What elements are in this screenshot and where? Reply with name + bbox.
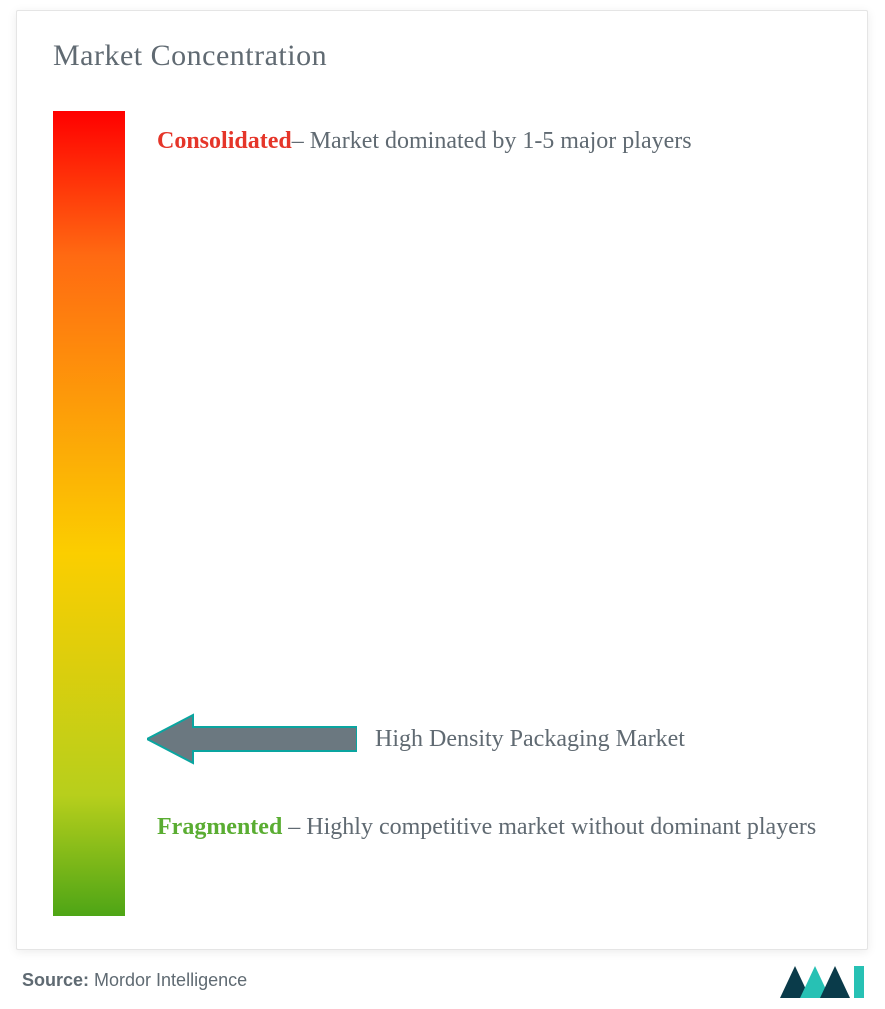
consolidated-keyword: Consolidated xyxy=(157,128,292,154)
market-position-marker: High Density Packaging Market xyxy=(147,713,685,765)
source-attribution: Source: Mordor Intelligence xyxy=(22,970,247,991)
mordor-logo-icon xyxy=(778,960,868,1000)
consolidated-description: Consolidated– Market dominated by 1-5 ma… xyxy=(157,119,692,165)
fragmented-text: – Highly competitive market without domi… xyxy=(282,814,816,840)
arrow-left-icon xyxy=(147,713,357,765)
source-value: Mordor Intelligence xyxy=(89,970,247,990)
fragmented-keyword: Fragmented xyxy=(157,814,282,840)
consolidated-text: – Market dominated by 1-5 major players xyxy=(292,128,692,154)
chart-title: Market Concentration xyxy=(53,39,327,73)
arrow-shape xyxy=(147,715,357,763)
logo-bar xyxy=(854,966,864,998)
source-label: Source: xyxy=(22,970,89,990)
concentration-gradient-bar xyxy=(53,111,125,916)
fragmented-description: Fragmented – Highly competitive market w… xyxy=(157,805,816,851)
infographic-card: Market Concentration Consolidated– Marke… xyxy=(16,10,868,950)
logo-triangle-3 xyxy=(820,966,850,998)
footer: Source: Mordor Intelligence xyxy=(22,960,868,1000)
marker-label: High Density Packaging Market xyxy=(375,726,685,753)
